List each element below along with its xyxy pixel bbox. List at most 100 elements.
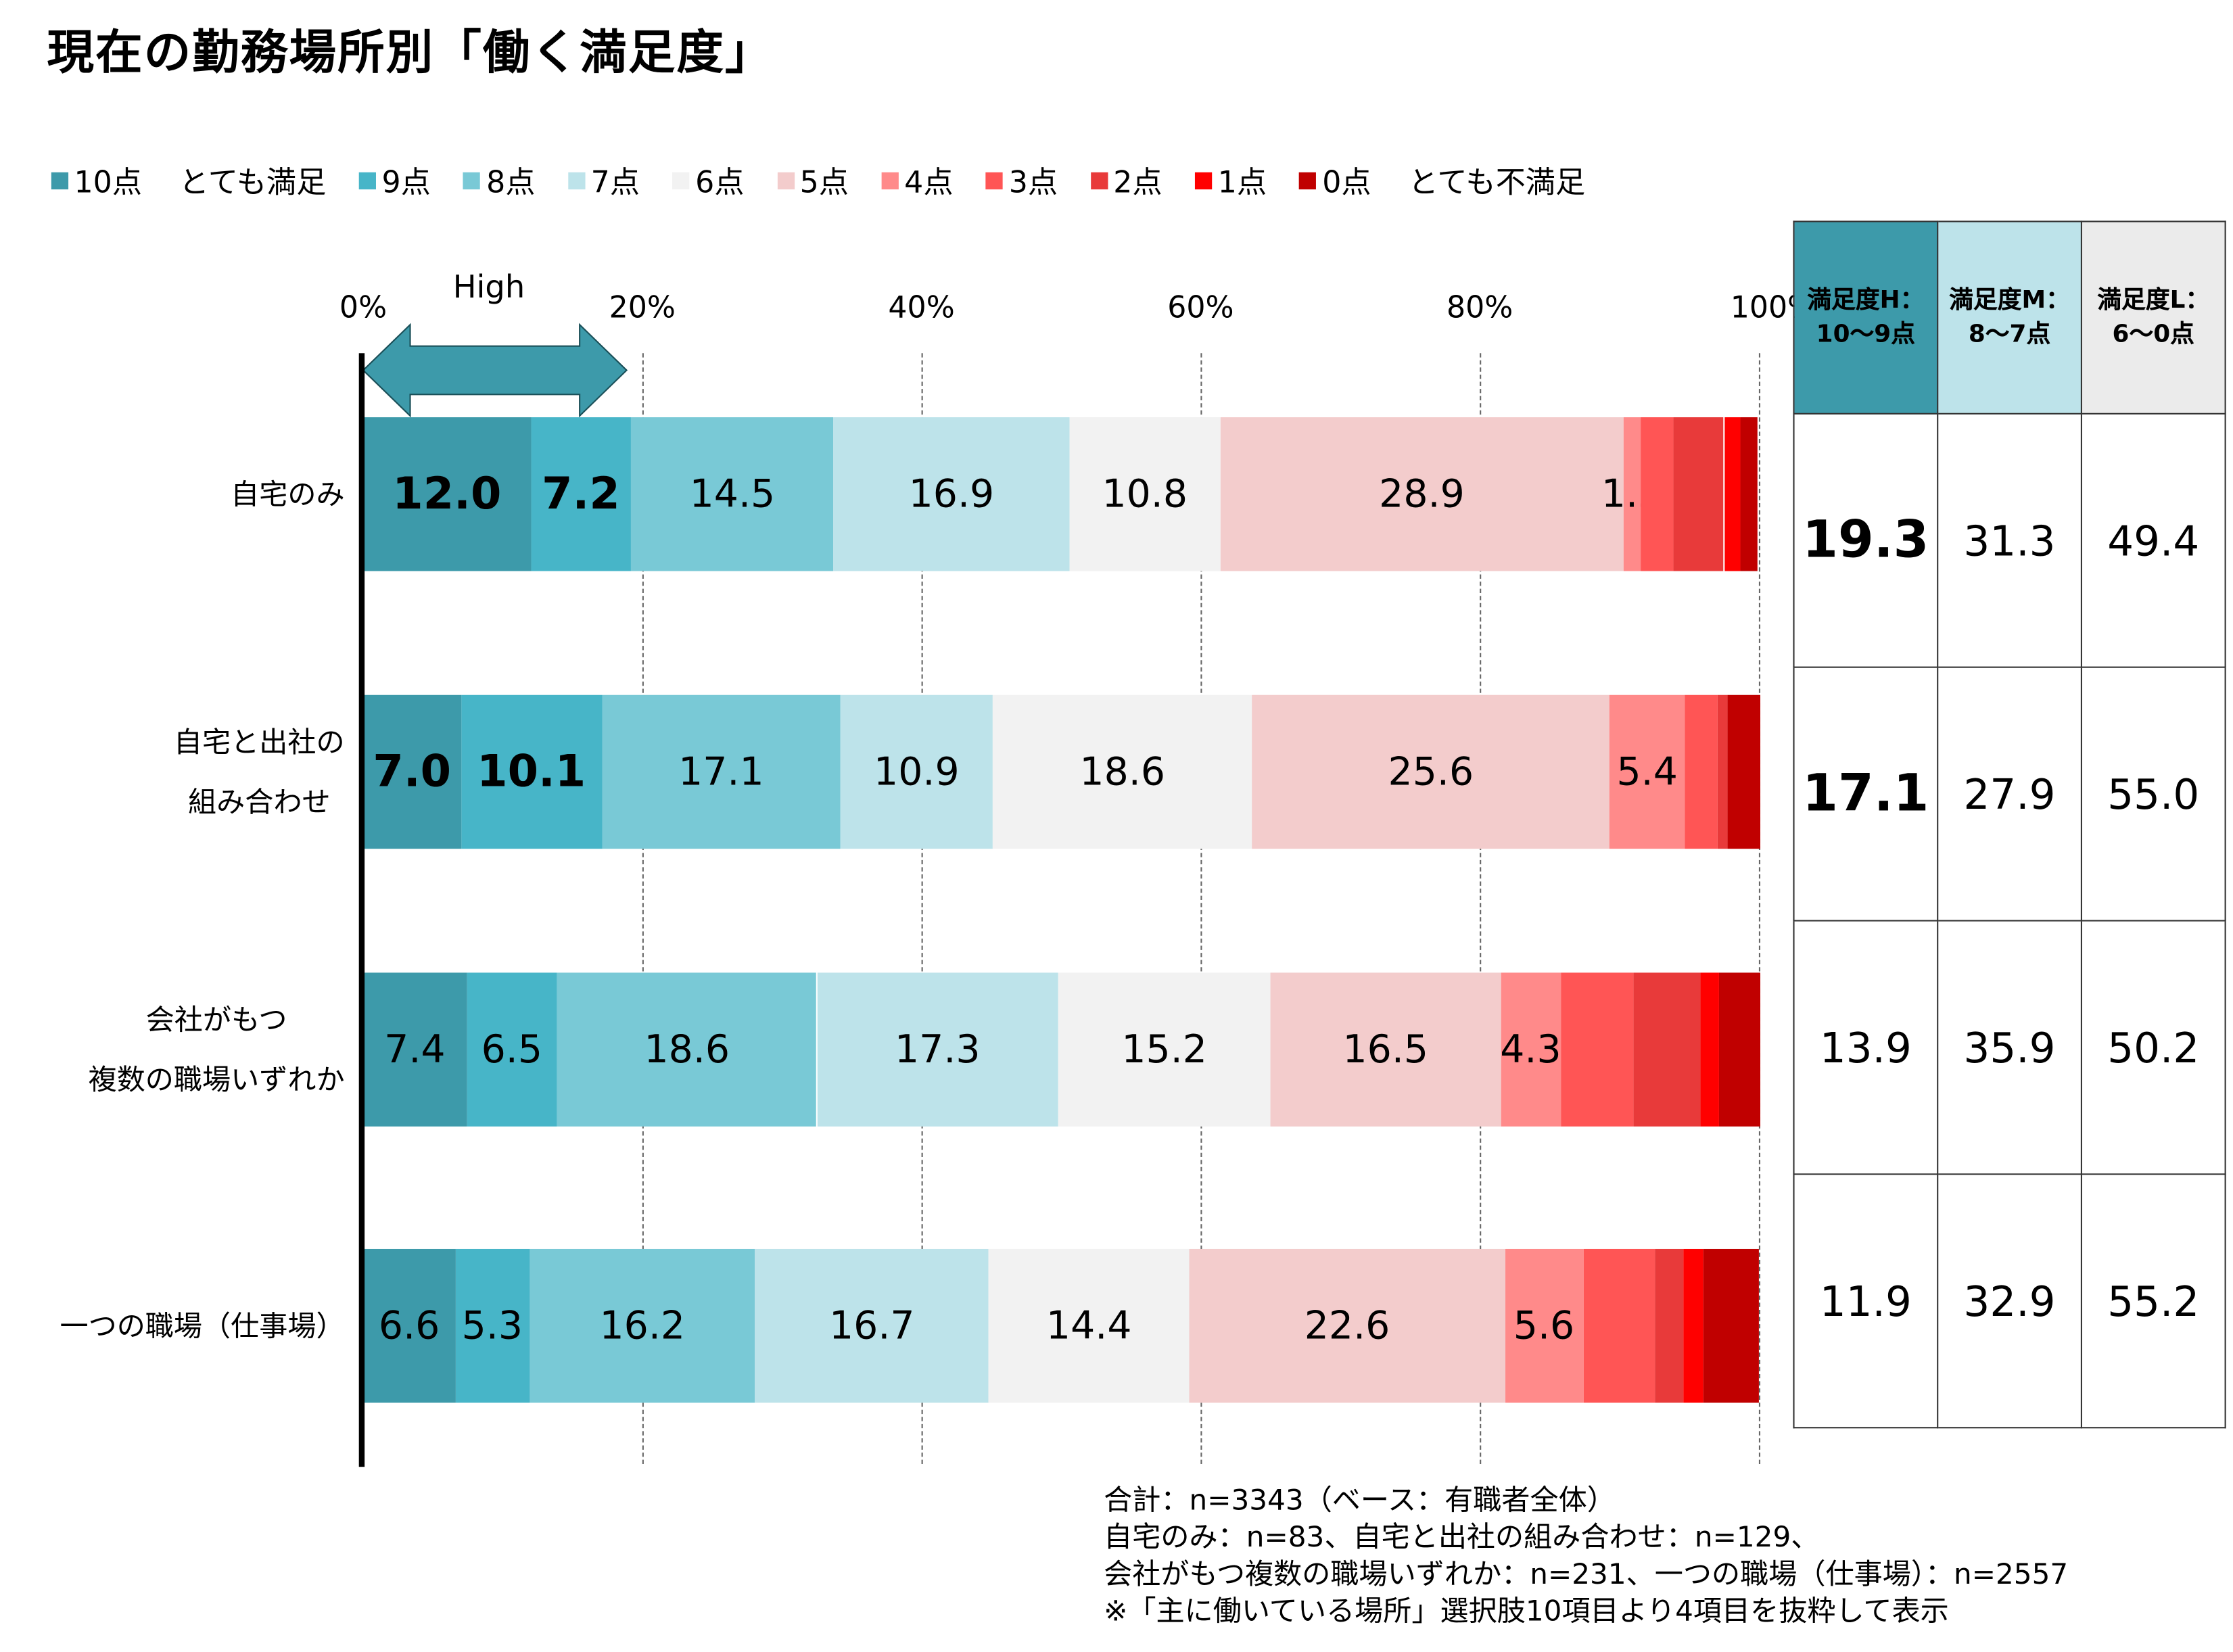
data-label: 25.6	[1388, 749, 1474, 795]
bar-segment-10点: 7.4	[363, 972, 467, 1127]
bar-segment-3点	[1560, 972, 1634, 1127]
category-label: 自宅と出社の 組み合わせ	[174, 712, 345, 832]
bar-segment-10点: 6.6	[363, 1248, 456, 1403]
legend: 10点 とても満足 9点 8点 7点 6点 5点 4点 3点 2点 1点 0点 とても不満足	[51, 160, 1618, 202]
legend-item: 3点	[986, 160, 1078, 202]
category-label-line: 自宅のみ	[231, 477, 345, 512]
bar-segment-10点: 12.0	[363, 417, 531, 571]
bar-segment-0点	[1728, 694, 1760, 849]
bar-segment-6点: 10.8	[1069, 417, 1221, 571]
legend-swatch	[51, 172, 69, 190]
table-row: 13.9 35.9 50.2	[1793, 920, 2226, 1175]
table-header-line1: 満足度M：	[1949, 286, 2070, 315]
bar-segment-9点: 6.5	[466, 972, 557, 1127]
table-header: 満足度H： 10〜9点	[1793, 220, 1939, 415]
x-tick-label: 80%	[1446, 290, 1513, 325]
bar-segment-0点	[1703, 1248, 1759, 1403]
data-label: 22.6	[1304, 1304, 1390, 1348]
legend-label: 6点	[695, 165, 745, 199]
data-label: 7.2	[542, 468, 620, 520]
category-label-line: 会社がもつ	[145, 1002, 287, 1037]
bar-segment-0点	[1741, 417, 1758, 571]
bar-segment-8点: 18.6	[557, 972, 817, 1127]
table-cell: 50.2	[2080, 920, 2226, 1175]
bar-segment-6点: 18.6	[992, 694, 1252, 849]
data-label: 5.4	[1616, 749, 1678, 795]
bar-segment-8点: 16.2	[529, 1248, 755, 1403]
table-cell: 55.2	[2080, 1173, 2226, 1429]
chart-title: 現在の勤務場所別「働く満足度」	[47, 24, 774, 80]
legend-item: 0点 とても不満足	[1299, 160, 1605, 202]
table-cell: 19.3	[1793, 412, 1939, 668]
table-header-line2: 10〜9点	[1816, 320, 1916, 349]
category-label-line: 一つの職場（仕事場）	[60, 1308, 345, 1343]
bar-segment-0点	[1718, 972, 1760, 1127]
data-label: 7.4	[384, 1027, 446, 1072]
table-cell: 17.1	[1793, 666, 1939, 922]
bar-segment-4点: 5.6	[1505, 1248, 1583, 1403]
bar-segment-3点	[1685, 694, 1717, 849]
data-label: 28.9	[1379, 472, 1465, 517]
legend-swatch	[881, 172, 899, 190]
category-label-line: 組み合わせ	[187, 784, 331, 819]
legend-swatch	[776, 172, 795, 190]
table-header: 満足度L： 6〜0点	[2080, 220, 2226, 415]
bar-segment-6点: 15.2	[1058, 972, 1271, 1127]
legend-item: 9点	[358, 160, 451, 202]
legend-extra: とても不満足	[1408, 165, 1586, 199]
legend-item: 10点 とても満足	[51, 160, 346, 202]
legend-swatch	[1195, 172, 1213, 190]
bar-segment-7点: 16.7	[755, 1248, 989, 1403]
footnote-line: 合計：n=3343（ベース：有職者全体）	[1104, 1482, 1616, 1517]
legend-item: 2点	[1090, 160, 1183, 202]
bar-segment-9点: 5.3	[455, 1248, 530, 1403]
data-label: 17.3	[894, 1027, 981, 1072]
legend-swatch	[672, 172, 690, 190]
table-cell: 49.4	[2080, 412, 2226, 668]
bar-segment-4点: 5.4	[1609, 694, 1685, 849]
bar-segment-4点: 1.2	[1601, 417, 1662, 571]
table-header-line2: 8〜7点	[1968, 320, 2051, 349]
legend-label: 4点	[904, 165, 954, 199]
summary-table: 満足度H： 10〜9点 満足度M： 8〜7点 満足度L： 6〜0点 19.3 31.3 49.…	[1793, 220, 2226, 1429]
category-label: 自宅のみ	[231, 465, 344, 524]
bar-segment-7点: 10.9	[840, 694, 993, 849]
table-cell: 32.9	[1937, 1173, 2082, 1429]
table-header-line1: 満足度L：	[2097, 286, 2210, 315]
gridline	[1480, 353, 1482, 1464]
legend-swatch	[567, 172, 586, 190]
legend-label: 8点	[486, 165, 536, 199]
legend-label: 2点	[1113, 165, 1162, 199]
bar-segment-2点	[1716, 694, 1729, 849]
legend-swatch	[1299, 172, 1317, 190]
legend-item: 4点	[881, 160, 973, 202]
data-label: 15.2	[1121, 1027, 1207, 1072]
data-label: 6.5	[481, 1027, 543, 1072]
bar-segment-5点: 28.9	[1220, 417, 1624, 571]
bar-segment-7点: 16.9	[833, 417, 1070, 571]
footnote-line: 自宅のみ：n=83、自宅と出社の組み合わせ：n=129、	[1104, 1519, 1820, 1554]
y-axis-line	[358, 353, 365, 1467]
gridline	[921, 353, 923, 1464]
data-label: 4.3	[1500, 1027, 1561, 1072]
legend-item: 7点	[567, 160, 660, 202]
bar-segment-1点	[1700, 972, 1719, 1127]
bar-segment-7点: 17.3	[816, 972, 1058, 1127]
bar-segment-6点: 14.4	[988, 1248, 1190, 1403]
table-row: 19.3 31.3 49.4	[1793, 412, 2226, 668]
category-label-line: 自宅と出社の	[173, 724, 345, 759]
category-label: 会社がもつ 複数の職場いずれか	[89, 990, 345, 1110]
bar-segment-9点: 7.2	[530, 417, 632, 571]
gridline	[642, 353, 644, 1464]
data-label: 17.1	[678, 749, 764, 795]
high-range-arrow	[363, 323, 628, 418]
legend-label: 0点	[1322, 165, 1371, 199]
data-label: 7.0	[373, 746, 452, 798]
footnotes: 合計：n=3343（ベース：有職者全体） 自宅のみ：n=83、自宅と出社の組み合わ…	[1104, 1481, 2068, 1629]
data-label: 5.6	[1513, 1304, 1575, 1348]
legend-item: 6点	[672, 160, 764, 202]
data-label: 18.6	[644, 1027, 730, 1072]
table-row: 17.1 27.9 55.0	[1793, 666, 2226, 922]
gridline	[1200, 353, 1202, 1464]
bar-segment-5点: 22.6	[1189, 1248, 1505, 1403]
